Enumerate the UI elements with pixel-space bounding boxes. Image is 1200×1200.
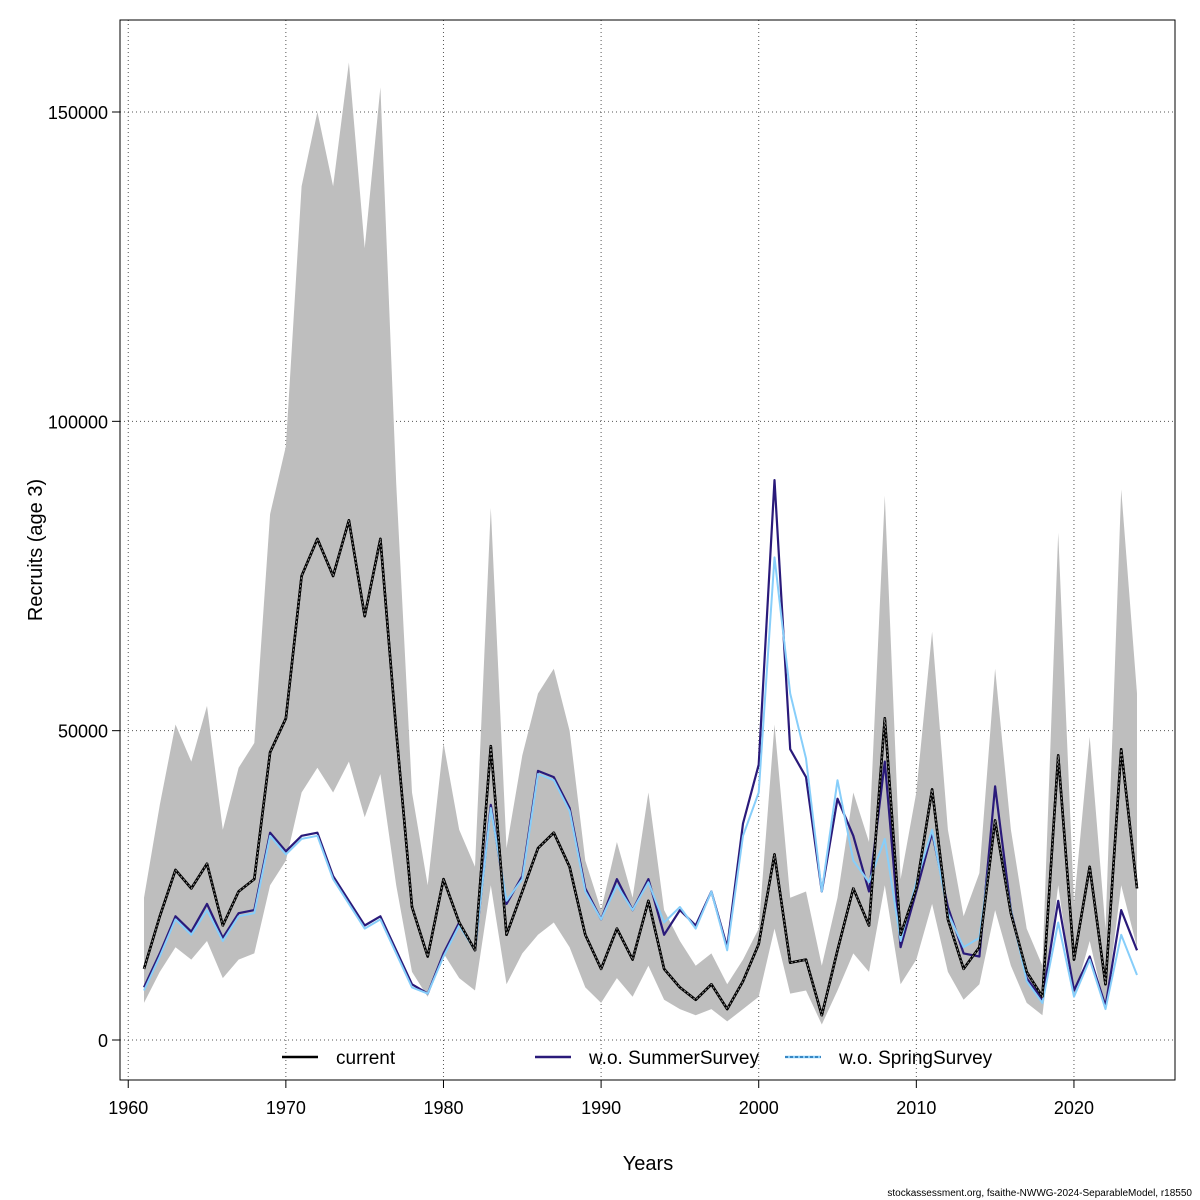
legend: current w.o. SummerSurvey w.o. SpringSurve… xyxy=(282,1048,993,1069)
x-tick-label: 1980 xyxy=(423,1098,463,1118)
series-line-w-o-springsurvey xyxy=(143,556,1138,1011)
series-line-current-top xyxy=(142,519,1139,1017)
y-tick-label: 150000 xyxy=(48,103,108,123)
y-tick-label: 0 xyxy=(98,1031,108,1051)
x-tick-label: 2010 xyxy=(896,1098,936,1118)
x-tick-label: 2020 xyxy=(1054,1098,1094,1118)
y-tick-label: 100000 xyxy=(48,412,108,432)
y-tick-label: 50000 xyxy=(58,722,108,742)
grid-lines xyxy=(120,20,1175,1080)
y-axis: 0 50000 100000 150000 xyxy=(48,103,121,1051)
legend-label: w.o. SummerSurvey xyxy=(588,1048,759,1069)
x-tick-label: 2000 xyxy=(739,1098,779,1118)
x-axis-title: Years xyxy=(623,1153,673,1175)
x-tick-label: 1990 xyxy=(581,1098,621,1118)
credit-text: stockassessment.org, fsaithe-NWWG-2024-S… xyxy=(887,1188,1192,1199)
x-tick-label: 1970 xyxy=(266,1098,306,1118)
x-tick-label: 1960 xyxy=(108,1098,148,1118)
y-axis-title: Recruits (age 3) xyxy=(25,479,47,621)
legend-label: w.o. SpringSurvey xyxy=(838,1048,993,1069)
series-lines xyxy=(142,479,1139,1018)
legend-label: current xyxy=(336,1048,396,1069)
x-axis: 1960 1970 1980 1990 2000 2010 2020 xyxy=(108,1079,1094,1118)
